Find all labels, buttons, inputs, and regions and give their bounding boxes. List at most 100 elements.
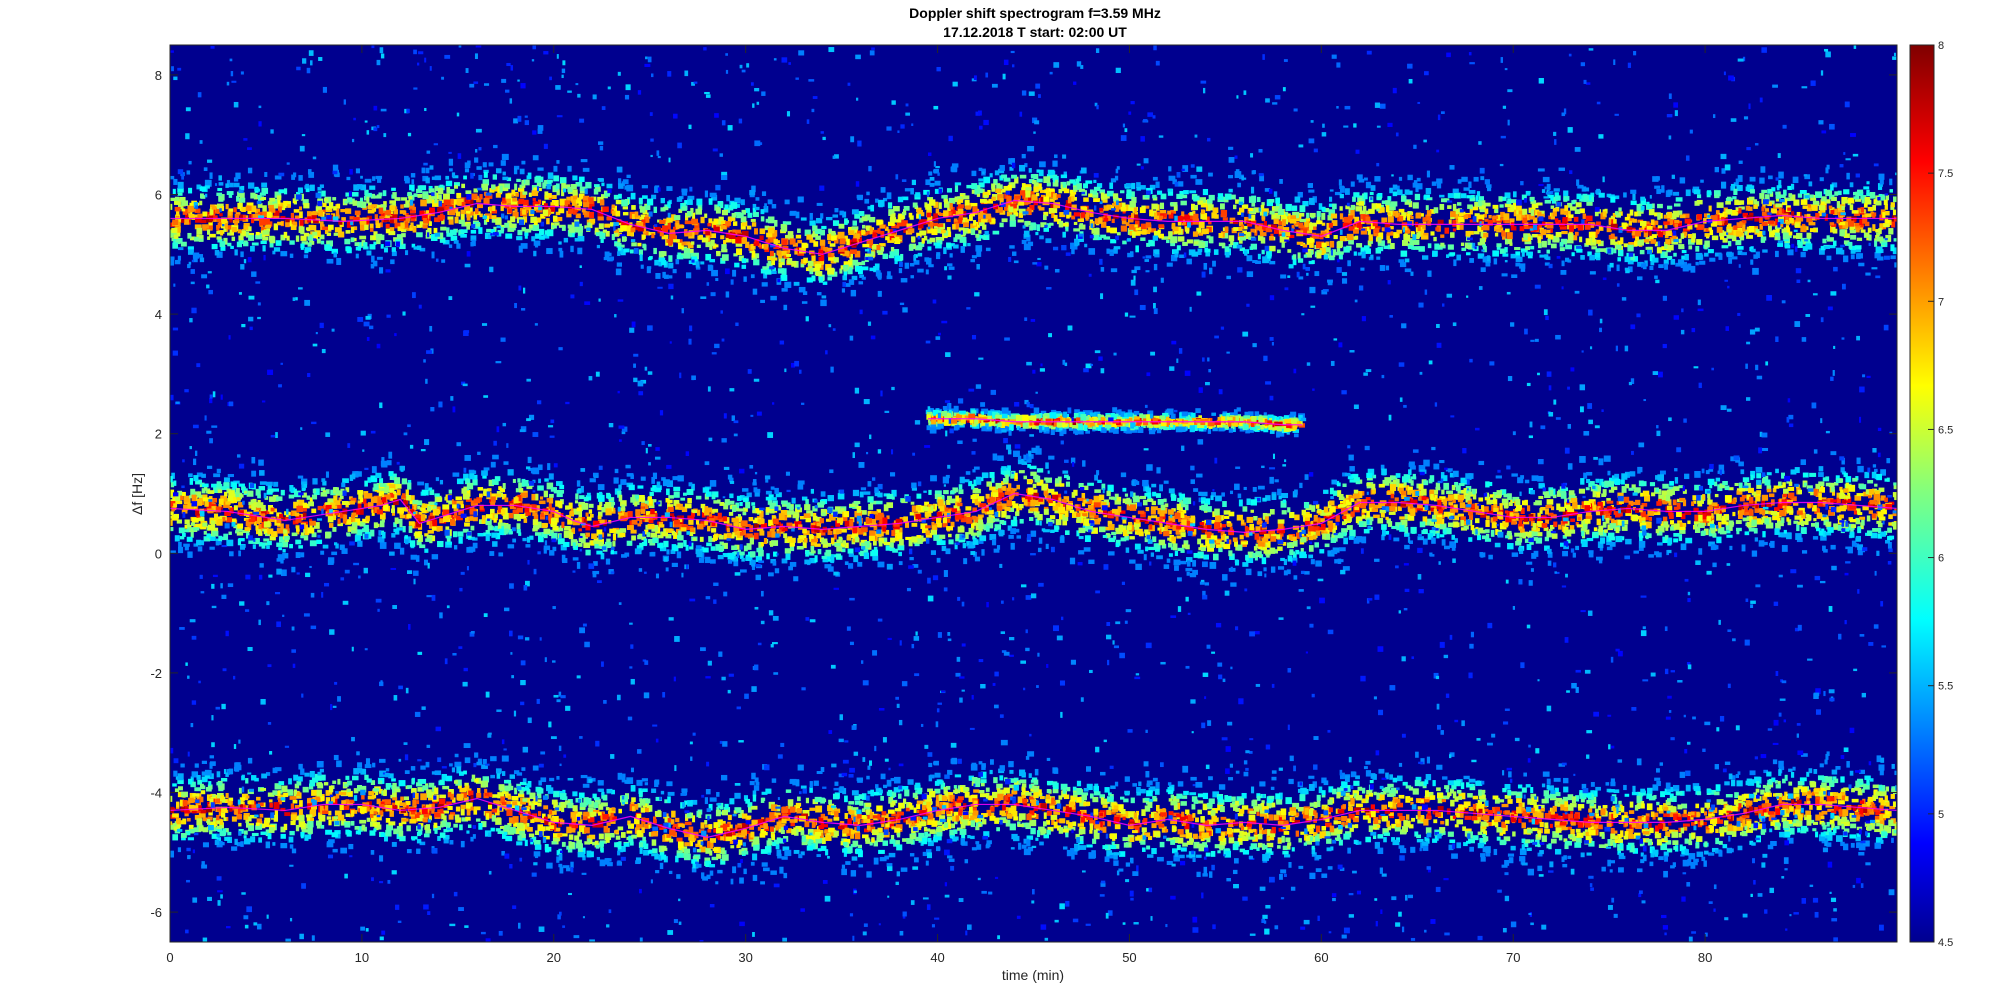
heatmap-cell: [809, 239, 816, 243]
heatmap-cell: [323, 198, 329, 202]
heatmap-cell: [890, 214, 894, 219]
heatmap-cell: [1325, 234, 1330, 239]
heatmap-cell: [1174, 253, 1179, 258]
heatmap-cell: [227, 182, 234, 188]
heatmap-cell: [838, 248, 845, 252]
heatmap-cell: [411, 243, 416, 248]
heatmap-cell: [1824, 213, 1828, 221]
heatmap-cell: [275, 198, 281, 205]
heatmap-cell: [539, 235, 545, 240]
heatmap-cell: [1684, 218, 1691, 224]
heatmap-cell: [557, 216, 563, 222]
heatmap-cell: [1646, 203, 1653, 210]
heatmap-cell: [1173, 250, 1179, 254]
heatmap-cell: [346, 247, 352, 254]
heatmap-cell: [1307, 183, 1314, 188]
heatmap-cell: [1652, 176, 1659, 182]
heatmap-cell: [741, 264, 747, 269]
heatmap-cell: [741, 209, 747, 215]
heatmap-cell: [752, 208, 757, 216]
heatmap-cell: [331, 248, 338, 254]
heatmap-cell: [514, 208, 518, 213]
heatmap-cell: [927, 197, 934, 201]
heatmap-cell: [750, 274, 755, 279]
heatmap-cell: [1594, 252, 1601, 260]
heatmap-cell: [226, 539, 234, 547]
heatmap-cell: [177, 255, 182, 261]
heatmap-cell: [1550, 195, 1554, 201]
heatmap-cell: [260, 197, 267, 201]
heatmap-cell: [1129, 201, 1136, 208]
heatmap-cell: [240, 251, 244, 258]
heatmap-cell: [1523, 223, 1530, 230]
heatmap-cell: [193, 256, 198, 263]
heatmap-cell: [1637, 209, 1642, 217]
heatmap-cell: [948, 197, 956, 204]
heatmap-cell: [392, 192, 397, 199]
heatmap-cell: [1425, 187, 1432, 195]
heatmap-cell: [1143, 158, 1149, 164]
heatmap-cell: [1666, 244, 1674, 251]
heatmap-cell: [495, 532, 501, 540]
heatmap-cell: [844, 220, 849, 224]
heatmap-cell: [1234, 171, 1242, 179]
heatmap-cell: [1093, 186, 1101, 191]
heatmap-cell: [1433, 236, 1437, 242]
heatmap-cell: [741, 221, 748, 227]
heatmap-cell: [458, 219, 465, 225]
heatmap-cell: [1277, 208, 1285, 215]
heatmap-cell: [1731, 256, 1738, 260]
heatmap-cell: [1479, 201, 1485, 208]
heatmap-cell: [615, 199, 623, 205]
heatmap-cell: [346, 221, 351, 228]
heatmap-cell: [1032, 179, 1037, 185]
heatmap-cell: [917, 252, 923, 257]
heatmap-cell: [280, 215, 286, 220]
heatmap-cell: [1577, 184, 1584, 189]
heatmap-cell: [1457, 179, 1462, 184]
heatmap-cell: [1504, 247, 1508, 253]
heatmap-cell: [1580, 255, 1585, 260]
heatmap-cell: [1630, 189, 1637, 194]
heatmap-cell: [294, 215, 300, 219]
heatmap-cell: [1815, 213, 1820, 220]
heatmap-cell: [1010, 207, 1018, 213]
heatmap-cell: [421, 214, 428, 221]
heatmap-cell: [1843, 189, 1850, 195]
heatmap-cell: [1110, 178, 1117, 183]
heatmap-cell: [1879, 196, 1884, 200]
heatmap-cell: [1096, 183, 1103, 188]
heatmap-cell: [1060, 174, 1068, 179]
heatmap-cell: [1792, 235, 1800, 239]
heatmap-cell: [1173, 204, 1178, 211]
heatmap-cell: [1334, 251, 1342, 256]
heatmap-cell: [685, 544, 689, 551]
heatmap-cell: [1755, 229, 1760, 233]
heatmap-cell: [224, 223, 228, 229]
heatmap-cell: [746, 225, 752, 230]
heatmap-cell: [709, 233, 717, 239]
heatmap-cell: [617, 238, 621, 243]
heatmap-cell: [1219, 195, 1224, 201]
heatmap-cell: [1206, 226, 1212, 233]
heatmap-cell: [1748, 225, 1755, 233]
heatmap-cell: [1300, 228, 1308, 235]
heatmap-cell: [1790, 183, 1795, 190]
heatmap-cell: [1893, 238, 1897, 242]
heatmap-cell: [1750, 259, 1754, 265]
heatmap-cell: [1657, 213, 1661, 220]
heatmap-cell: [1143, 205, 1150, 209]
heatmap-cell: [1139, 185, 1146, 190]
heatmap-cell: [448, 219, 454, 225]
heatmap-cell: [1882, 212, 1886, 219]
heatmap-cell: [615, 210, 621, 217]
heatmap-cell: [1865, 272, 1871, 276]
heatmap-cell: [520, 191, 527, 199]
heatmap-cell: [1170, 209, 1177, 214]
heatmap-cell: [1427, 243, 1432, 249]
heatmap-cell: [363, 220, 370, 224]
heatmap-cell: [566, 210, 572, 218]
heatmap-cell: [877, 199, 885, 207]
heatmap-cell: [947, 206, 953, 214]
heatmap-cell: [598, 178, 604, 182]
